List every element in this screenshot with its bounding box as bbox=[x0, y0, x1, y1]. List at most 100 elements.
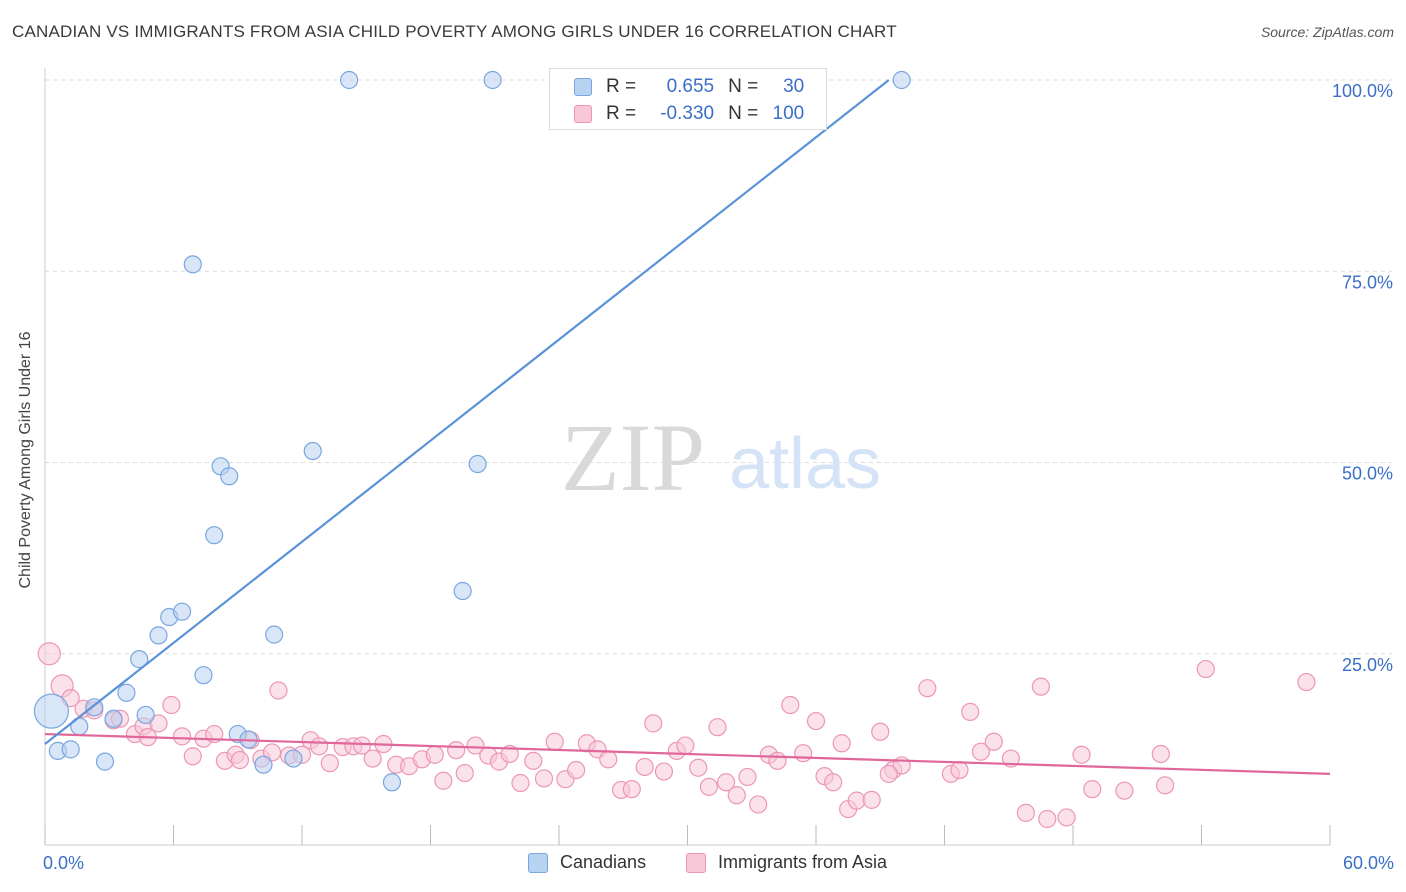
data-point-asia bbox=[832, 734, 851, 753]
legend-item-asia: Immigrants from Asia bbox=[686, 852, 887, 873]
data-point-canadians bbox=[265, 625, 284, 644]
data-point-asia bbox=[984, 732, 1003, 751]
data-point-asia bbox=[1155, 776, 1175, 795]
data-point-asia bbox=[1038, 809, 1057, 829]
data-point-canadians bbox=[130, 650, 149, 669]
data-point-asia bbox=[768, 751, 787, 770]
source-credit: Source: ZipAtlas.com bbox=[1260, 24, 1394, 40]
data-point-asia bbox=[622, 780, 641, 799]
data-point-asia bbox=[363, 749, 382, 768]
data-point-asia bbox=[1151, 744, 1170, 764]
legend-n-value: 30 bbox=[783, 76, 805, 97]
data-point-asia bbox=[654, 762, 674, 781]
data-point-asia bbox=[425, 745, 444, 764]
data-point-asia bbox=[162, 695, 181, 715]
data-point-asia bbox=[511, 773, 530, 793]
watermark: ZIP atlas bbox=[561, 404, 881, 511]
data-point-asia bbox=[310, 737, 329, 756]
data-point-canadians bbox=[104, 709, 123, 728]
y-tick-labels: 25.0% 50.0% 75.0% 100.0% bbox=[1332, 81, 1393, 675]
data-point-asia bbox=[37, 642, 61, 666]
data-point-canadians bbox=[149, 626, 168, 645]
data-point-canadians bbox=[340, 70, 359, 90]
y-tick-label: 50.0% bbox=[1342, 464, 1393, 484]
data-point-asia bbox=[545, 732, 564, 751]
data-point-asia bbox=[708, 718, 727, 737]
data-point-canadians bbox=[205, 526, 224, 545]
data-point-asia bbox=[749, 795, 768, 814]
data-point-asia bbox=[352, 736, 372, 755]
data-point-asia bbox=[172, 727, 192, 746]
data-point-asia bbox=[1297, 672, 1316, 692]
data-point-canadians bbox=[95, 752, 115, 771]
data-point-asia bbox=[534, 769, 554, 788]
data-point-canadians bbox=[183, 255, 202, 274]
data-point-asia bbox=[727, 786, 746, 805]
data-point-canadians bbox=[33, 693, 70, 729]
legend-r-label: R = bbox=[606, 76, 637, 97]
legend-n-value: 100 bbox=[772, 103, 805, 124]
data-point-asia bbox=[806, 711, 826, 731]
data-point-asia bbox=[183, 747, 202, 766]
trend-lines bbox=[44, 79, 1331, 775]
data-point-asia bbox=[824, 773, 843, 792]
data-point-canadians bbox=[117, 683, 136, 702]
watermark-zip: ZIP bbox=[561, 404, 705, 511]
series-legend: Canadians Immigrants from Asia bbox=[0, 852, 1406, 876]
data-point-canadians bbox=[254, 755, 273, 774]
series-immigrants-from-asia bbox=[37, 642, 1316, 829]
data-point-asia bbox=[447, 741, 466, 760]
data-point-asia bbox=[918, 679, 937, 698]
stats-legend: R = 0.655 N = 30 R = -0.330 N = 100 bbox=[549, 68, 827, 130]
data-point-asia bbox=[950, 760, 969, 780]
data-point-asia bbox=[971, 742, 991, 761]
watermark-atlas: atlas bbox=[729, 424, 881, 504]
chart-title: CANADIAN VS IMMIGRANTS FROM ASIA CHILD P… bbox=[12, 22, 897, 41]
legend-swatch-canadians bbox=[528, 852, 548, 873]
data-point-asia bbox=[524, 751, 543, 770]
data-point-canadians bbox=[453, 581, 472, 601]
data-point-asia bbox=[1016, 803, 1035, 822]
data-point-asia bbox=[149, 714, 168, 733]
x-tick-label-min: 0.0% bbox=[43, 853, 85, 873]
data-point-asia bbox=[434, 771, 453, 790]
series-canadians bbox=[33, 70, 911, 792]
data-point-asia bbox=[500, 744, 519, 764]
data-point-canadians bbox=[220, 467, 239, 486]
data-point-canadians bbox=[284, 749, 303, 768]
legend-item-canadians: Canadians bbox=[528, 852, 646, 873]
data-point-asia bbox=[599, 750, 618, 769]
data-point-asia bbox=[862, 790, 881, 809]
data-point-asia bbox=[1031, 677, 1050, 696]
data-point-asia bbox=[644, 714, 663, 733]
legend-r-value: 0.655 bbox=[666, 76, 715, 97]
trend-line-asia bbox=[44, 732, 1331, 775]
legend-n-label: N = bbox=[728, 103, 759, 124]
data-point-asia bbox=[466, 736, 485, 755]
y-tick-label: 75.0% bbox=[1342, 272, 1393, 292]
data-point-asia bbox=[676, 736, 695, 755]
data-point-asia bbox=[567, 760, 586, 780]
data-point-canadians bbox=[194, 666, 213, 685]
data-point-asia bbox=[871, 722, 890, 741]
legend-swatch-asia bbox=[686, 852, 706, 873]
legend-label-canadians: Canadians bbox=[560, 852, 647, 872]
data-point-canadians bbox=[892, 70, 911, 90]
legend-row-asia: R = -0.330 N = 100 bbox=[574, 102, 804, 126]
legend-row-canadians: R = 0.655 N = 30 bbox=[574, 75, 804, 99]
legend-swatch-asia bbox=[574, 105, 592, 123]
data-point-canadians bbox=[483, 70, 502, 90]
data-point-canadians bbox=[303, 441, 322, 461]
x-tick-label-max: 60.0% bbox=[1342, 853, 1394, 873]
data-point-asia bbox=[635, 757, 654, 777]
data-point-asia bbox=[1196, 659, 1215, 679]
data-point-canadians bbox=[468, 454, 487, 474]
legend-n-label: N = bbox=[728, 76, 759, 97]
legend-swatch-canadians bbox=[574, 78, 592, 96]
data-point-asia bbox=[1115, 781, 1134, 800]
data-point-asia bbox=[738, 767, 757, 787]
data-point-asia bbox=[879, 764, 898, 783]
data-point-canadians bbox=[172, 602, 192, 621]
data-point-asia bbox=[781, 695, 800, 715]
